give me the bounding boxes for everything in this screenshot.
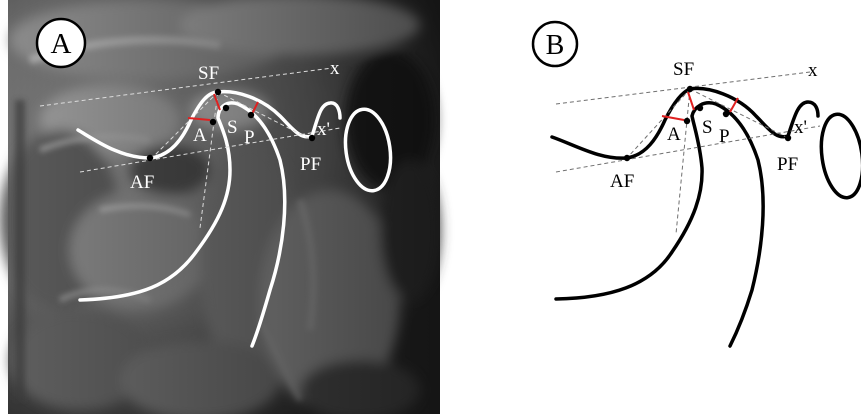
landmark-points-a (146, 88, 316, 162)
label-x-b: x (808, 60, 818, 81)
joint-space-marks-b (661, 91, 739, 121)
label-s-b: S (702, 117, 713, 138)
label-s-a: S (227, 117, 238, 138)
panel-letter-a: A (35, 17, 87, 69)
label-af-a: AF (130, 172, 154, 193)
label-xprime-a: x' (317, 119, 330, 140)
reference-lines-a (39, 67, 341, 229)
label-sf-a: SF (198, 63, 219, 84)
label-pf-a: PF (300, 154, 321, 175)
label-p-b: P (719, 126, 730, 147)
panel-label-b: B (546, 30, 565, 61)
label-a-a: A (193, 125, 207, 146)
labels-b: SF AF PF A S P x x' (610, 59, 818, 192)
reference-lines-b (555, 71, 821, 235)
labels-a: SF AF PF A S P x x' (130, 58, 340, 193)
condyle-head-a (78, 101, 287, 348)
line-sf-x-a (39, 67, 333, 107)
panel-label-a: A (51, 28, 72, 60)
label-sf-b: SF (673, 59, 694, 80)
joint-space-marks-a (187, 93, 259, 121)
panel-a: SF AF PF A S P x x' A (0, 0, 440, 414)
line-af-pf-a (79, 127, 341, 173)
label-a-b: A (667, 124, 681, 145)
label-p-a: P (244, 127, 255, 148)
label-x-a: x (330, 58, 340, 79)
condyle-head-b (554, 101, 765, 348)
label-xprime-b: x' (794, 117, 807, 138)
mri-image (0, 0, 440, 414)
landmark-points-b (623, 85, 792, 162)
line-af-pf-b (555, 125, 821, 173)
panel-b: SF AF PF A S P x x' B (531, 20, 861, 348)
label-pf-b: PF (777, 154, 798, 175)
ear-canal-b (819, 112, 861, 200)
label-af-b: AF (610, 171, 634, 192)
ear-canal-a (343, 107, 393, 193)
panel-letter-b: B (531, 20, 579, 68)
line-sf-x-b (555, 71, 811, 105)
